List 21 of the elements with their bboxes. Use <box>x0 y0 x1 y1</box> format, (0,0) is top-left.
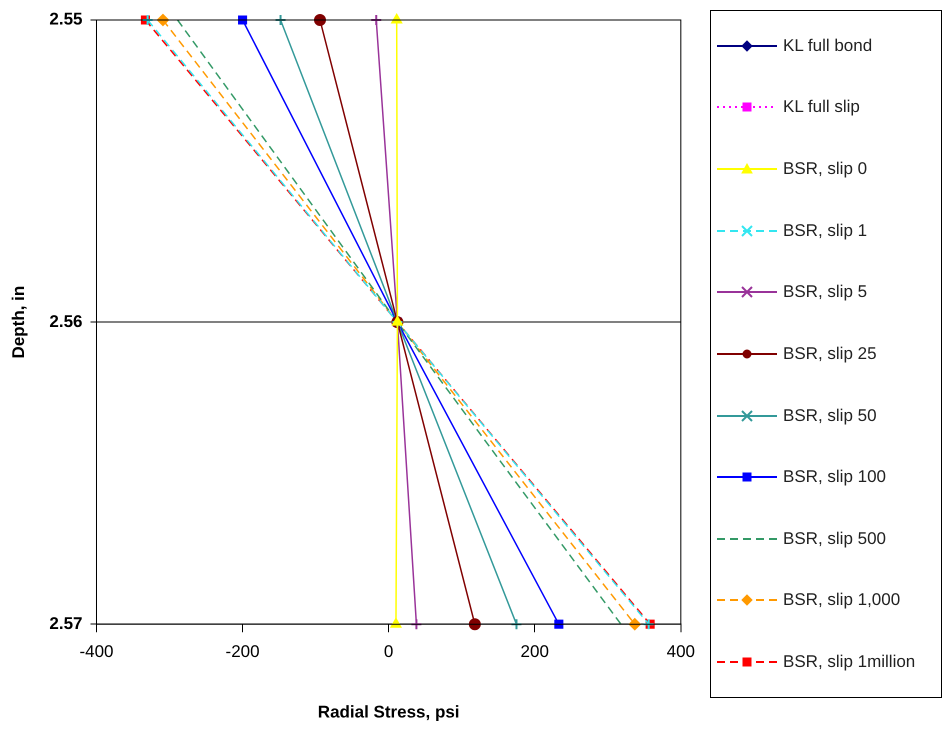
legend-label: BSR, slip 1,000 <box>783 590 902 610</box>
x-tick-label: 0 <box>384 642 394 662</box>
legend-label: KL full bond <box>783 36 874 56</box>
y-tick-label: 2.57 <box>49 614 82 633</box>
y-axis-title: Depth, in <box>8 286 28 358</box>
legend-label: BSR, slip 25 <box>783 344 878 364</box>
x-axis-title: Radial Stress, psi <box>318 702 460 722</box>
x-tick-label: -400 <box>79 642 114 662</box>
legend-label: BSR, slip 0 <box>783 159 868 180</box>
legend-label: BSR, slip 1million <box>783 652 916 672</box>
legend-label: BSR, slip 100 <box>783 467 887 488</box>
x-tick-label: 400 <box>666 642 696 662</box>
legend-label: BSR, slip 5 <box>783 282 868 302</box>
legend-label: BSR, slip 50 <box>783 406 878 426</box>
y-tick-label: 2.56 <box>49 312 82 331</box>
legend-label: BSR, slip 1 <box>783 220 868 241</box>
x-tick-label: -200 <box>226 642 260 662</box>
legend-label: KL full slip <box>783 97 861 118</box>
y-tick-label: 2.55 <box>49 10 82 29</box>
legend-label: BSR, slip 500 <box>783 528 887 549</box>
x-tick-label: 200 <box>520 642 549 662</box>
